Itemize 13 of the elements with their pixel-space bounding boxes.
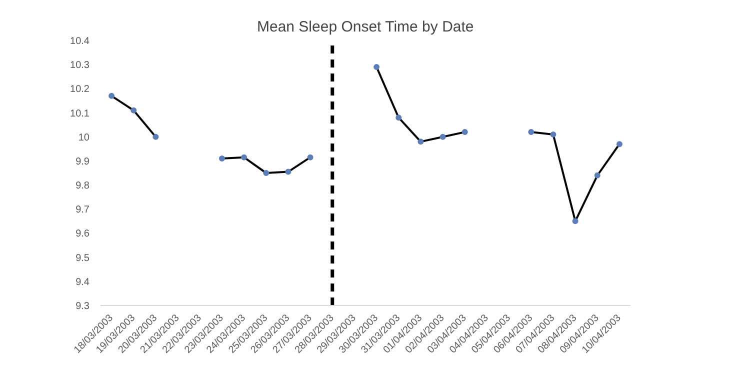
y-tick-label: 10.3 [70,60,90,72]
y-tick-label: 9.7 [76,204,90,216]
y-tick-label: 9.8 [76,180,90,192]
y-tick-label: 10.2 [70,84,90,96]
y-tick-label: 10 [78,132,90,144]
y-tick-label: 9.4 [76,276,90,288]
y-tick-label: 9.9 [76,156,90,168]
y-tick-label: 9.5 [76,252,90,264]
y-tick-label: 9.6 [76,228,90,240]
y-tick-label: 10.1 [70,108,90,120]
y-tick-label: 10.4 [70,36,90,47]
y-tick-label: 9.3 [76,301,90,312]
chart-title: Mean Sleep Onset Time by Date [256,18,474,36]
